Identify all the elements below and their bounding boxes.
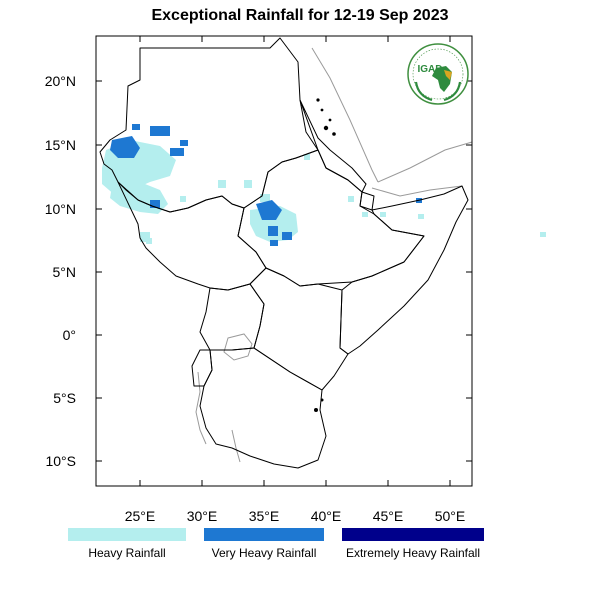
legend-label-extremely-heavy: Extremely Heavy Rainfall: [345, 546, 481, 560]
lon-label: 40°E: [311, 508, 342, 524]
laurel-left-icon: [414, 81, 433, 102]
kenya-border: [249, 267, 349, 391]
lat-label: 20°N: [45, 73, 76, 89]
heavy-rainfall-patches: [102, 140, 546, 244]
lat-labels: 20°N 15°N 10°N 5°N 0° 5°S 10°S: [45, 73, 76, 469]
lon-label: 45°E: [373, 508, 404, 524]
eritrea-border: [299, 99, 367, 193]
arabian-coast: [377, 141, 473, 183]
lon-label: 30°E: [187, 508, 218, 524]
lon-label: 25°E: [125, 508, 156, 524]
lat-label: 5°S: [53, 390, 76, 406]
legend-swatch-extremely-heavy: [342, 528, 484, 541]
lat-label: 10°N: [45, 201, 76, 217]
legend-item-extremely-heavy: Extremely Heavy Rainfall: [342, 528, 484, 570]
lat-label: 15°N: [45, 137, 76, 153]
legend-item-very-heavy: Very Heavy Rainfall: [204, 528, 324, 570]
somalia-border: [339, 185, 469, 355]
lon-label: 50°E: [435, 508, 466, 524]
logo-text: IGAD: [418, 64, 443, 75]
map-title: Exceptional Rainfall for 12-19 Sep 2023: [151, 7, 449, 24]
map-frame: [95, 35, 473, 487]
uganda-border: [199, 283, 265, 351]
lake-tanganyika: [195, 371, 207, 445]
legend-label-very-heavy: Very Heavy Rainfall: [211, 546, 317, 560]
country-borders: [99, 37, 469, 469]
legend-item-heavy: Heavy Rainfall: [68, 528, 186, 570]
very-heavy-rainfall-patches: [110, 124, 422, 246]
igad-logo: IGAD: [407, 43, 469, 105]
islands: [314, 98, 336, 412]
lat-ticks: [96, 80, 472, 462]
lat-label: 5°N: [53, 264, 77, 280]
gulf-of-aden-coast: [371, 185, 463, 197]
legend-swatch-heavy: [68, 528, 186, 541]
lat-label: 0°: [63, 327, 76, 343]
red-sea-coast-east: [311, 47, 379, 183]
lon-ticks: [139, 36, 451, 486]
legend-label-heavy: Heavy Rainfall: [88, 546, 166, 560]
laurel-right-icon: [443, 81, 462, 102]
lon-labels: 25°E 30°E 35°E 40°E 45°E 50°E: [125, 508, 466, 524]
lake-malawi: [231, 429, 241, 463]
tanzania-border: [199, 347, 327, 469]
legend-swatch-very-heavy: [204, 528, 324, 541]
lake-victoria: [223, 333, 253, 361]
lat-label: 10°S: [45, 453, 76, 469]
rwanda-burundi-border: [191, 349, 213, 387]
lon-label: 35°E: [249, 508, 280, 524]
gray-features: [195, 47, 473, 463]
